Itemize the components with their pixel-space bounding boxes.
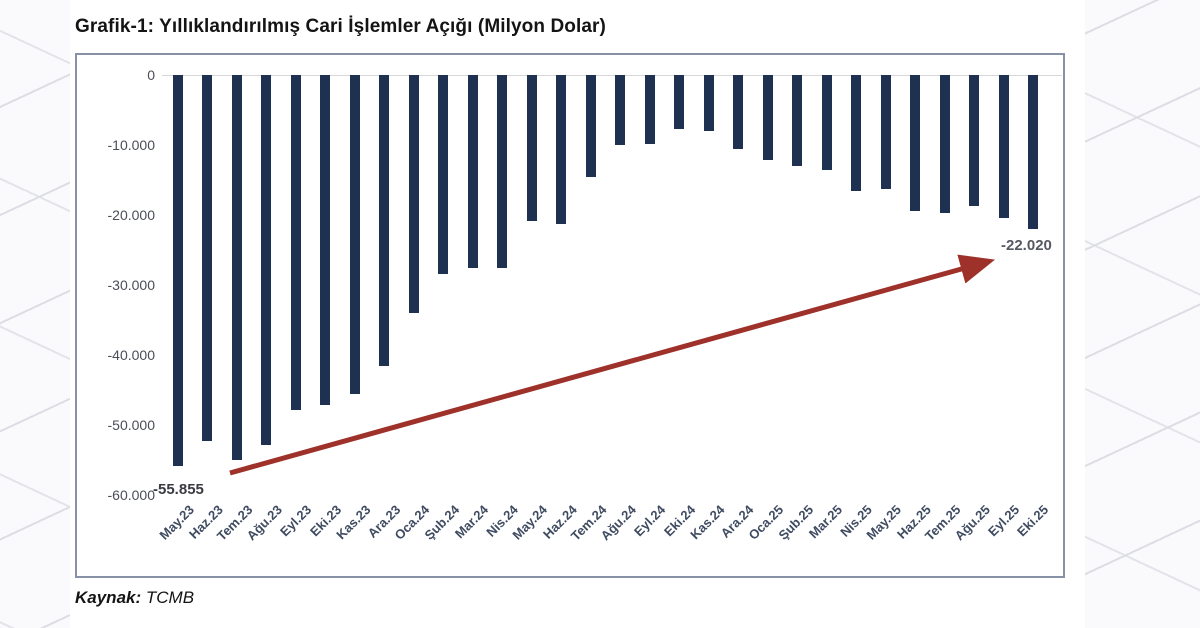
bar — [644, 75, 655, 145]
bar — [939, 75, 950, 213]
x-axis-label: Eyl.24 — [631, 502, 669, 540]
y-axis-label: -40.000 — [107, 347, 155, 363]
bar — [497, 75, 508, 268]
y-axis-label: 0 — [147, 67, 155, 83]
data-label-last-bar: -22.020 — [1001, 237, 1052, 254]
y-axis-label: -60.000 — [107, 487, 155, 503]
bar — [910, 75, 921, 211]
bar — [733, 75, 744, 150]
bar — [320, 75, 331, 406]
y-axis-label: -10.000 — [107, 137, 155, 153]
bar — [851, 75, 862, 191]
y-axis-label: -20.000 — [107, 207, 155, 223]
bar — [467, 75, 478, 268]
chart-title: Grafik-1: Yıllıklandırılmış Cari İşlemle… — [75, 16, 606, 37]
x-axis-label: Eyl.23 — [277, 502, 315, 540]
bar — [880, 75, 891, 190]
bar — [231, 75, 242, 460]
bar — [615, 75, 626, 145]
source-label: Kaynak: — [75, 588, 142, 607]
bar — [585, 75, 596, 177]
bar — [173, 75, 183, 466]
bar — [821, 75, 832, 171]
bar — [762, 75, 773, 160]
y-axis-label: -30.000 — [107, 277, 155, 293]
bar — [556, 75, 567, 225]
x-axis-label: Eki.25 — [1014, 502, 1052, 540]
bar — [202, 75, 213, 442]
bar — [290, 75, 301, 411]
bar — [261, 75, 272, 446]
bar — [379, 75, 390, 367]
bar — [1028, 75, 1038, 230]
bar — [703, 75, 714, 131]
x-axis-label: Eyl.25 — [984, 502, 1023, 540]
source-note: Kaynak: TCMB — [75, 588, 194, 608]
bar — [998, 75, 1009, 218]
bar — [438, 75, 449, 274]
bar — [969, 75, 980, 206]
bar — [792, 75, 803, 166]
data-label-first-bar: -55.855 — [153, 481, 204, 498]
bar — [349, 75, 360, 394]
bar — [526, 75, 537, 221]
bar — [408, 75, 419, 313]
y-axis-label: -50.000 — [107, 417, 155, 433]
zero-axis-line — [162, 75, 1062, 76]
source-value: TCMB — [145, 588, 195, 607]
chart-plot-area: 0 -10.000 -20.000 -30.000 -40.000 -50.000 -60.… — [75, 53, 1065, 578]
bar — [674, 75, 685, 129]
